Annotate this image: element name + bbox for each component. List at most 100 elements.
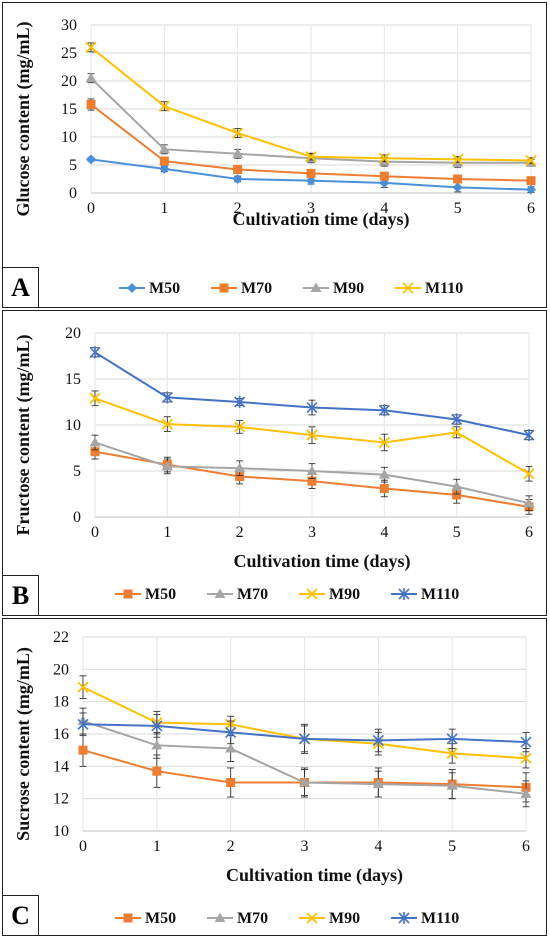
legend-item-m110: M110 [391,910,459,927]
x-tick-label: 4 [380,200,388,217]
data-point [378,404,390,417]
legend-label: M50 [145,910,176,927]
data-point [526,184,536,195]
legend-marker [214,588,226,598]
data-point [446,780,458,790]
data-point [225,743,237,753]
data-point [235,472,245,482]
data-point [453,174,463,184]
x-tick-label: 0 [87,200,95,217]
panel-a: 0 5 10 15 20 25 30 0 1 2 3 4 5 6 Cultivation time (day… [2,2,547,308]
y-tick-label: 5 [69,157,77,174]
legend-label: M70 [237,586,268,603]
y-tick-label: 10 [61,129,77,146]
data-point [452,182,463,193]
data-point [232,127,244,139]
y-tick-label: 20 [61,73,77,90]
data-point [151,719,163,732]
legend-marker [310,282,322,292]
x-tick-label: 3 [308,524,316,541]
legend: M50 M70 M90 M110 [115,586,459,603]
data-point [306,429,318,441]
x-tick-label: 3 [307,200,315,217]
legend-marker [127,283,137,293]
data-point [306,465,318,475]
series-m50 [86,154,536,195]
legend-label: M70 [237,910,268,927]
y-tick-label: 14 [53,758,69,775]
x-tick-label: 2 [236,524,244,541]
data-point [159,156,169,166]
y-tick-label: 0 [73,509,81,526]
data-point [526,176,536,186]
panel-label-b: B [3,575,39,615]
panel-label-a: A [3,267,39,307]
y-tick-label: 16 [53,726,69,743]
data-point [232,174,243,184]
data-point [523,468,535,480]
series-m70 [89,434,535,512]
legend-marker [123,913,133,923]
x-axis-label: Cultivation time (days) [234,551,411,572]
data-point [520,736,532,749]
legend-item-m90: M90 [299,910,360,927]
data-point [452,153,464,166]
legend-item-m70: M70 [211,280,272,297]
x-tick-label: 6 [527,200,535,217]
data-point [451,413,463,426]
legend-label: M90 [329,910,360,927]
data-point [452,490,462,500]
legend-marker [123,589,133,599]
data-point [152,766,162,776]
x-tick-label: 5 [454,200,462,217]
data-point [451,481,463,491]
x-tick-label: 6 [522,838,530,855]
data-point [89,392,101,404]
x-tick-label: 2 [234,200,242,217]
data-point [78,745,88,755]
series-m110 [77,712,532,754]
data-point [446,732,458,745]
data-point [520,788,532,798]
legend-marker [214,912,226,922]
x-tick-label: 1 [160,200,168,217]
legend-item-m110: M110 [395,280,463,297]
x-tick-label: 6 [525,524,533,541]
y-axis-label: Sucrose content (mg/mL) [13,647,34,841]
legend-item-m70: M70 [207,910,268,927]
data-point [232,148,244,158]
data-point [233,164,243,174]
data-point [372,734,384,747]
data-point [159,163,170,174]
data-point [151,739,163,750]
data-point [225,726,237,739]
series-m90 [89,390,535,482]
x-axis-label: Cultivation time (days) [233,209,410,230]
data-point [226,778,236,787]
y-tick-label: 30 [61,17,77,34]
legend-label: M110 [421,910,459,927]
y-tick-label: 12 [53,791,69,808]
data-point [525,154,537,167]
y-tick-label: 5 [73,463,81,480]
y-tick-label: 20 [53,661,69,678]
data-point [378,152,390,164]
data-point [306,168,316,178]
x-tick-label: 1 [163,524,171,541]
data-point [306,401,318,414]
legend-label: M110 [425,280,463,297]
x-tick-label: 2 [227,838,235,855]
x-tick-label: 4 [374,838,382,855]
data-point [307,476,317,486]
data-point [85,72,97,83]
legend-item-m50: M50 [115,910,176,927]
legend: M50 M70 M90 M110 [119,280,463,297]
panel-label-c: C [3,895,39,935]
series-m70 [77,707,532,808]
data-point [158,143,170,154]
y-tick-label: 10 [65,417,81,434]
data-point [85,41,97,54]
data-point [158,100,170,112]
series-m110 [89,346,535,442]
